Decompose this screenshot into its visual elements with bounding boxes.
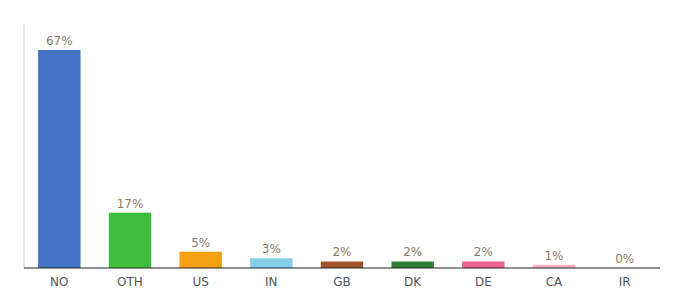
x-tick-label: DK — [404, 275, 422, 289]
bar — [179, 252, 221, 268]
data-label: 3% — [262, 242, 281, 256]
x-axis-line — [24, 268, 660, 269]
bar — [38, 50, 80, 268]
data-labels: 67% 17% 5% 3% 2% 2% 2% 1% 0% — [46, 34, 634, 266]
y-axis-line — [24, 24, 25, 268]
x-tick-label: US — [192, 275, 208, 289]
chart-container: 67% 17% 5% 3% 2% 2% 2% 1% 0% NO OTH US IN GB DK DE CA IR — [0, 0, 680, 300]
chart: 67% 17% 5% 3% 2% 2% 2% 1% 0% NO OTH US IN GB DK DE CA IR — [0, 0, 680, 300]
x-tick-label: CA — [546, 275, 563, 289]
data-label: 2% — [403, 245, 422, 259]
bar — [109, 213, 151, 268]
data-label: 5% — [191, 236, 210, 250]
x-axis: NO OTH US IN GB DK DE CA IR — [50, 275, 630, 289]
x-tick-label: IN — [265, 275, 278, 289]
x-tick-label: NO — [50, 275, 68, 289]
data-label: 17% — [117, 197, 144, 211]
x-tick-label: OTH — [117, 275, 143, 289]
x-tick-label: IR — [619, 275, 631, 289]
data-label: 67% — [46, 34, 73, 48]
data-label: 2% — [474, 245, 493, 259]
data-label: 0% — [615, 252, 634, 266]
bar — [321, 261, 363, 268]
data-label: 2% — [332, 245, 351, 259]
bar — [391, 261, 433, 268]
x-tick-label: GB — [333, 275, 351, 289]
x-tick-label: DE — [475, 275, 492, 289]
data-label: 1% — [544, 249, 563, 263]
bar — [462, 261, 504, 268]
bars — [38, 50, 575, 268]
bar — [250, 258, 292, 268]
